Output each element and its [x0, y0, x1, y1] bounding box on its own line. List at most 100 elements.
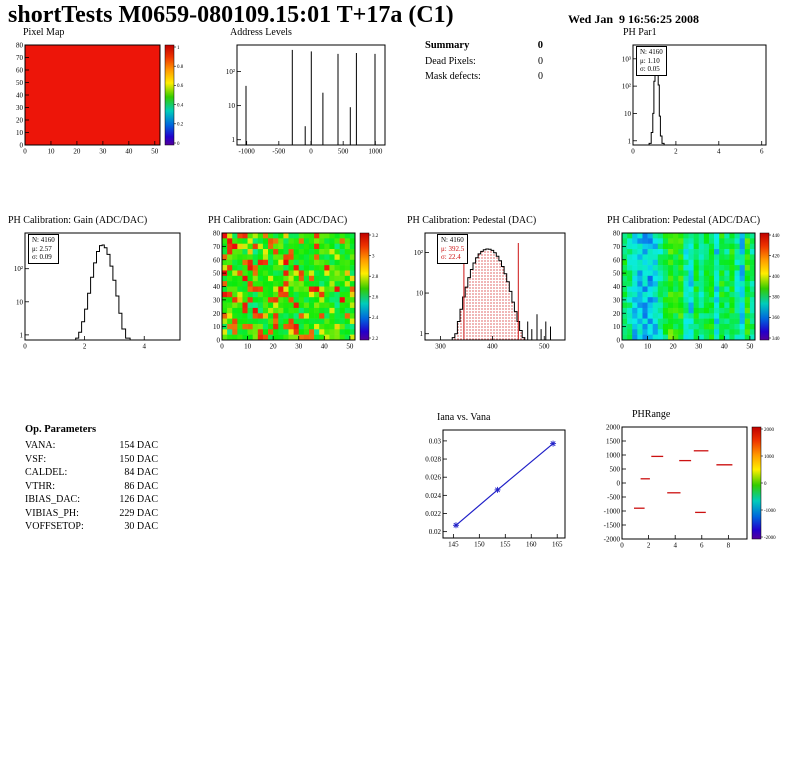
stat-line: μ: 2.57 [32, 244, 52, 253]
svg-text:0.2: 0.2 [177, 123, 184, 128]
info-label: VANA: [25, 440, 56, 451]
svg-text:30: 30 [295, 343, 303, 351]
summary-title: Summary [425, 40, 470, 51]
pedestal-hist-stats: N: 4160 μ: 392.5 σ: 22.4 [437, 234, 469, 264]
stat-line: σ: 0.05 [640, 65, 660, 73]
svg-text:-500: -500 [272, 148, 285, 156]
info-row: VANA: 154 DAC [25, 439, 158, 453]
info-row: VOFFSETOP: 30 DAC [25, 520, 158, 534]
pedestal-hist-title: PH Calibration: Pedestal (DAC) [407, 215, 537, 226]
gain-map-plot: PH Calibration: Gain (ADC/DAC) 0 10 20 30 40… [200, 215, 385, 354]
svg-text:145: 145 [448, 541, 459, 549]
svg-text:60: 60 [613, 256, 621, 264]
ph-range-plot: PHRange 0 2 4 6 8 2000 1500 1000 500 0 -500 -1000 -1… [596, 409, 777, 553]
stat-line: μ: 1.10 [640, 56, 660, 65]
svg-text:70: 70 [613, 243, 621, 251]
info-label: IBIAS_DAC: [25, 494, 81, 505]
svg-text:2000: 2000 [764, 428, 775, 433]
svg-text:50: 50 [613, 270, 621, 278]
stat-line: σ: 0.09 [32, 253, 52, 261]
svg-text:10²: 10² [14, 265, 23, 273]
svg-text:3: 3 [372, 254, 375, 259]
svg-text:2.8: 2.8 [372, 275, 379, 280]
svg-text:2.2: 2.2 [372, 337, 379, 342]
ph-par1-plot: PH Par1 0 2 4 6 1 10 10² 10³ N: 4160 μ: 1.10 σ: 0… [609, 27, 774, 159]
svg-text:0: 0 [23, 343, 27, 351]
svg-text:1000: 1000 [606, 452, 621, 460]
stat-line: N: 4160 [441, 236, 464, 244]
svg-text:-1000: -1000 [604, 508, 621, 516]
svg-text:500: 500 [610, 466, 621, 474]
svg-text:2: 2 [647, 542, 651, 550]
iana-vana-plot: Iana vs. Vana 145 150 155 160 165 0.02 0.022 0.… [417, 412, 571, 552]
info-value: 154 DAC [119, 440, 158, 451]
gain-hist-plot: PH Calibration: Gain (ADC/DAC) 0 2 4 1 10 10²… [3, 215, 186, 354]
svg-text:60: 60 [213, 256, 221, 264]
svg-text:0.03: 0.03 [429, 437, 442, 445]
svg-text:10³: 10³ [622, 55, 631, 63]
info-label: Dead Pixels: [425, 56, 476, 67]
svg-text:0: 0 [620, 542, 624, 550]
ph-par1-title: PH Par1 [623, 27, 657, 38]
page-title: shortTests M0659-080109.15:01 T+17a (C1) [8, 2, 454, 28]
summary-rows: Dead Pixels: 0 Mask defects: 0 [425, 54, 543, 84]
svg-text:60: 60 [16, 67, 24, 75]
svg-text:70: 70 [213, 243, 221, 251]
svg-text:20: 20 [16, 117, 24, 125]
op-parameters-title: Op. Parameters [25, 424, 97, 435]
svg-text:0: 0 [20, 142, 24, 150]
info-value: 229 DAC [119, 507, 158, 519]
address-levels-title: Address Levels [230, 27, 292, 38]
svg-text:0: 0 [177, 142, 180, 147]
stat-line: N: 4160 [640, 48, 663, 56]
info-row: Mask defects: 0 [425, 69, 543, 84]
svg-text:-2000: -2000 [604, 536, 621, 544]
svg-text:30: 30 [213, 296, 221, 304]
svg-text:0: 0 [617, 337, 621, 345]
info-value: 84 DAC [124, 467, 158, 478]
svg-text:10²: 10² [414, 249, 423, 257]
info-row: VTHR: 86 DAC [25, 480, 158, 494]
svg-text:40: 40 [721, 343, 729, 351]
op-parameters-rows: VANA: 154 DAC VSF: 150 DAC CALDEL: 84 DAC VTHR… [25, 439, 158, 534]
stat-line: N: 4160 [32, 236, 55, 244]
svg-text:10²: 10² [226, 68, 235, 76]
op-parameters-block: Op. Parameters VANA: 154 DAC VSF: 150 DAC CA… [25, 424, 158, 534]
svg-text:0: 0 [764, 482, 767, 487]
svg-text:300: 300 [435, 343, 446, 351]
svg-text:10²: 10² [622, 83, 631, 91]
info-value: 0 [538, 71, 543, 82]
ph-range-chart: 0 2 4 6 8 2000 1500 1000 500 0 -500 -1000 -1500 -2000… [604, 424, 777, 550]
ph-range-title: PHRange [632, 409, 671, 420]
svg-text:1000: 1000 [764, 455, 775, 460]
svg-text:40: 40 [613, 283, 621, 291]
svg-text:10: 10 [416, 290, 424, 298]
svg-text:30: 30 [613, 296, 621, 304]
svg-text:4: 4 [673, 542, 677, 550]
svg-text:-500: -500 [607, 494, 620, 502]
svg-text:50: 50 [16, 79, 24, 87]
svg-text:50: 50 [746, 343, 754, 351]
pixel-map-plot: Pixel Map 0 10 20 30 40 50 0 10 20 30 40 50 60 70 80 1 0… [3, 27, 190, 159]
svg-text:10: 10 [16, 129, 24, 137]
timestamp: Wed Jan 9 16:56:25 2008 [568, 12, 700, 26]
info-label: VTHR: [25, 480, 55, 492]
svg-text:20: 20 [270, 343, 278, 351]
info-row: VIBIAS_PH: 229 DAC [25, 507, 158, 521]
svg-text:8: 8 [727, 542, 731, 550]
svg-text:0: 0 [631, 148, 635, 156]
info-row: CALDEL: 84 DAC [25, 466, 158, 480]
info-label: VIBIAS_PH: [25, 507, 79, 519]
info-value: 126 DAC [119, 494, 158, 505]
svg-text:80: 80 [213, 230, 221, 238]
svg-text:0.024: 0.024 [425, 492, 441, 500]
gain-map-title: PH Calibration: Gain (ADC/DAC) [208, 215, 348, 226]
iana-vana-chart: 145 150 155 160 165 0.02 0.022 0.024 0.026 0.028 0… [425, 429, 566, 549]
svg-text:1: 1 [420, 330, 424, 338]
info-label: Mask defects: [425, 71, 481, 82]
iana-vana-title: Iana vs. Vana [437, 412, 491, 423]
info-value: 150 DAC [119, 453, 158, 465]
svg-text:6: 6 [700, 542, 704, 550]
svg-text:10: 10 [244, 343, 252, 351]
svg-text:50: 50 [151, 148, 159, 156]
